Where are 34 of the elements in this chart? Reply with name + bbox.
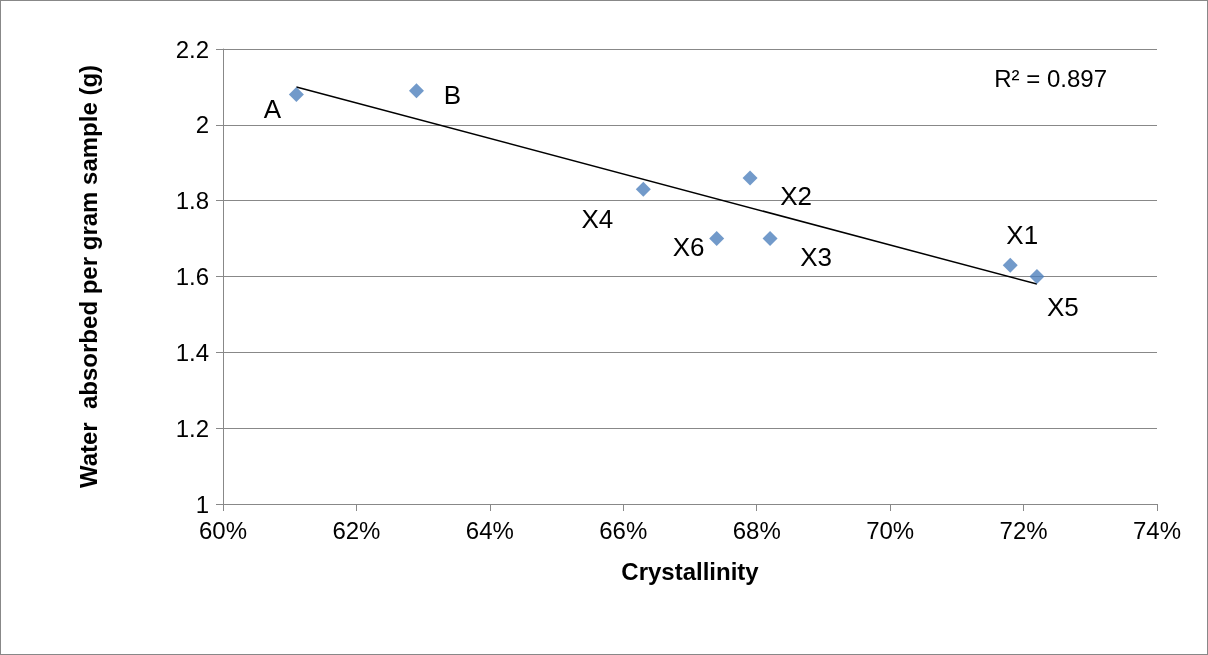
y-tick-label: 1.4 — [175, 338, 209, 366]
point — [1002, 257, 1018, 273]
annotation: X4 — [581, 204, 614, 235]
y-tick-label: 1.2 — [175, 414, 209, 442]
annotation: A — [263, 93, 282, 124]
x-tick-label: 70% — [866, 516, 915, 544]
point — [709, 231, 725, 247]
annotation: X6 — [672, 231, 705, 262]
annotation: X1 — [1006, 220, 1039, 251]
annotation: B — [443, 79, 462, 110]
annotation: X5 — [1047, 291, 1079, 322]
y-tick-label: 2 — [195, 111, 209, 139]
point — [635, 181, 651, 197]
annotation: X3 — [800, 241, 832, 272]
x-tick-label: 62% — [332, 516, 381, 544]
y-axis-title: Water absorbed per gram sample (g) — [74, 64, 102, 489]
annotation: R² = 0.897 — [994, 64, 1107, 92]
point — [408, 83, 424, 99]
y-tick-label: 2.2 — [175, 35, 209, 63]
annotation: X2 — [780, 180, 812, 211]
x-tick-label: 74% — [1132, 516, 1182, 544]
point — [288, 87, 304, 102]
y-tick-label: 1.8 — [175, 187, 209, 215]
x-axis-title: Crystallinity — [621, 557, 760, 585]
point — [762, 231, 778, 247]
y-tick-label: 1.6 — [175, 263, 209, 290]
x-tick-label: 72% — [999, 516, 1048, 544]
x-tick-label: 64% — [465, 516, 514, 544]
x-tick-label: 66% — [599, 516, 648, 544]
point — [742, 170, 758, 186]
x-tick-label: 68% — [732, 516, 781, 544]
y-tick-label: 1 — [195, 490, 209, 518]
point — [1029, 269, 1045, 284]
x-tick-label: 60% — [198, 516, 248, 544]
